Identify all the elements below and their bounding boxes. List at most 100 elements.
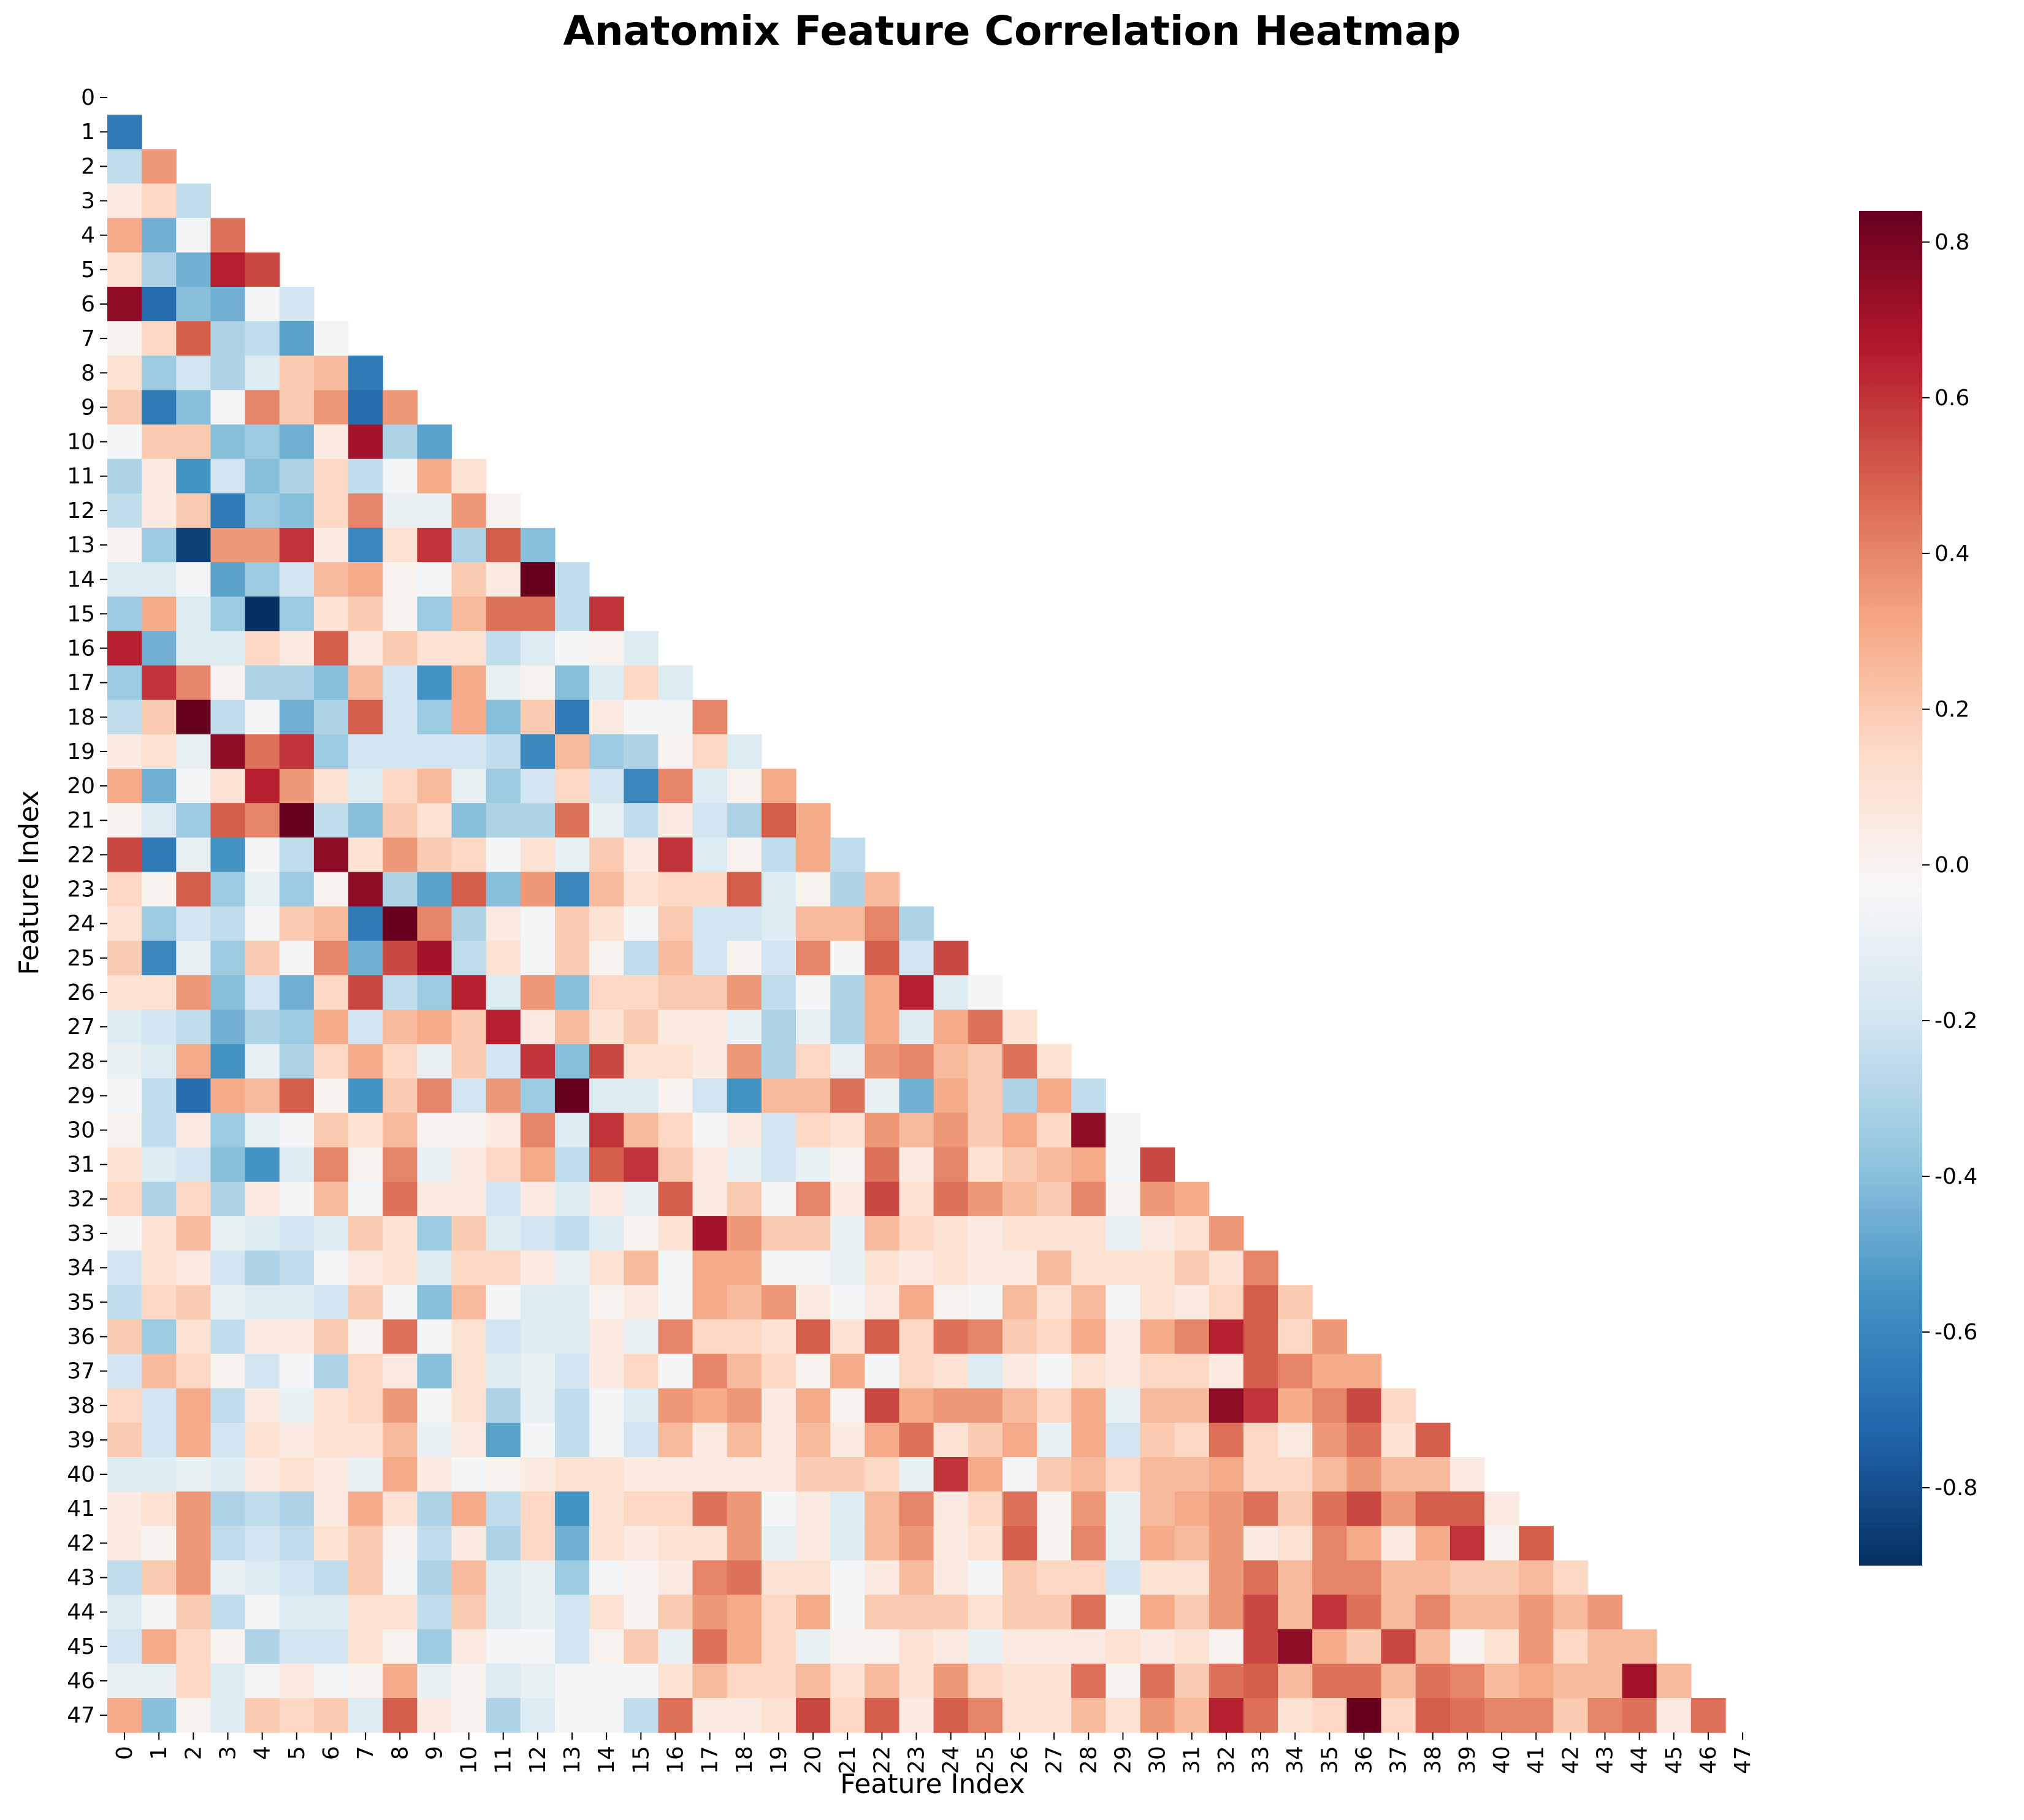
heatmap-cell bbox=[865, 906, 900, 942]
heatmap-cell bbox=[1071, 1354, 1106, 1389]
heatmap-cell bbox=[279, 699, 315, 735]
heatmap-cell bbox=[1037, 1526, 1072, 1561]
heatmap-cell bbox=[899, 1629, 934, 1664]
heatmap-cell bbox=[658, 1078, 693, 1114]
heatmap-cell bbox=[486, 1560, 521, 1596]
heatmap-cell bbox=[761, 1422, 796, 1458]
heatmap-cell bbox=[1037, 1078, 1072, 1114]
heatmap-cell bbox=[245, 1285, 280, 1320]
heatmap-cell bbox=[933, 1216, 969, 1251]
heatmap-cell bbox=[1209, 1526, 1244, 1561]
heatmap-cell bbox=[624, 975, 659, 1010]
heatmap-cell bbox=[107, 149, 142, 185]
heatmap-cell bbox=[1037, 1698, 1072, 1733]
heatmap-cell bbox=[1140, 1594, 1175, 1630]
heatmap-cell bbox=[245, 493, 280, 528]
heatmap-cell bbox=[1140, 1319, 1175, 1355]
heatmap-cell bbox=[142, 1526, 177, 1561]
heatmap-cell bbox=[624, 872, 659, 907]
heatmap-cell bbox=[1037, 1216, 1072, 1251]
heatmap-cell bbox=[279, 424, 315, 460]
y-tick-label: 0 bbox=[81, 85, 95, 110]
heatmap-cell bbox=[624, 1457, 659, 1492]
heatmap-cell bbox=[899, 1044, 934, 1079]
heatmap-cell bbox=[624, 906, 659, 942]
heatmap-cell bbox=[383, 1251, 418, 1285]
heatmap-cell bbox=[727, 1594, 762, 1630]
heatmap-cell bbox=[727, 1078, 762, 1114]
heatmap-cell bbox=[589, 1388, 624, 1423]
heatmap-cell bbox=[486, 1113, 521, 1148]
x-tick-label: 35 bbox=[1317, 1746, 1342, 1774]
y-tick-label: 40 bbox=[67, 1462, 95, 1487]
heatmap-cell bbox=[142, 527, 177, 563]
heatmap-cell bbox=[142, 183, 177, 219]
heatmap-cell bbox=[1174, 1560, 1210, 1596]
heatmap-cell bbox=[1106, 1560, 1141, 1596]
heatmap-cell bbox=[1209, 1629, 1244, 1664]
y-tick-label: 22 bbox=[67, 842, 95, 867]
heatmap-cell bbox=[142, 1181, 177, 1217]
heatmap-cell bbox=[1209, 1319, 1244, 1355]
heatmap-cell bbox=[1002, 1354, 1037, 1389]
heatmap-cell bbox=[348, 459, 383, 494]
heatmap-cell bbox=[589, 1422, 624, 1458]
heatmap-cell bbox=[830, 1457, 865, 1492]
heatmap-cell bbox=[210, 803, 246, 838]
heatmap-cell bbox=[142, 459, 177, 494]
heatmap-cell bbox=[279, 975, 315, 1010]
heatmap-cell bbox=[933, 1078, 969, 1114]
heatmap-cell bbox=[1002, 1319, 1037, 1355]
heatmap-cell bbox=[761, 1663, 796, 1699]
heatmap-cell bbox=[865, 1181, 900, 1217]
heatmap-cell bbox=[417, 1147, 453, 1182]
y-tick-label: 16 bbox=[67, 636, 95, 661]
heatmap-cell bbox=[692, 1491, 728, 1526]
heatmap-cell bbox=[417, 699, 453, 735]
heatmap-cell bbox=[520, 1354, 556, 1389]
heatmap-cell bbox=[692, 699, 728, 735]
heatmap-cell bbox=[417, 975, 453, 1010]
heatmap-cell bbox=[348, 1663, 383, 1699]
heatmap-cell bbox=[210, 837, 246, 873]
heatmap-cell bbox=[348, 1698, 383, 1733]
heatmap-cell bbox=[142, 699, 177, 735]
colorbar-tick-label: -0.4 bbox=[1934, 1164, 1977, 1189]
heatmap-cell bbox=[1002, 1457, 1037, 1492]
heatmap-cell bbox=[658, 1526, 693, 1561]
heatmap-cell bbox=[348, 1113, 383, 1148]
heatmap-cell bbox=[417, 1388, 453, 1423]
heatmap-cell bbox=[761, 975, 796, 1010]
heatmap-cell bbox=[589, 1010, 624, 1045]
heatmap-cell bbox=[107, 115, 142, 150]
heatmap-cell bbox=[107, 1354, 142, 1389]
x-tick-label: 8 bbox=[388, 1746, 413, 1760]
heatmap-cell bbox=[589, 1491, 624, 1526]
heatmap-cell bbox=[383, 1388, 418, 1423]
heatmap-cell bbox=[486, 1354, 521, 1389]
heatmap-cell bbox=[383, 493, 418, 528]
heatmap-cell bbox=[658, 769, 693, 804]
heatmap-cell bbox=[865, 1010, 900, 1045]
heatmap-cell bbox=[383, 562, 418, 597]
heatmap-cell bbox=[1519, 1526, 1554, 1561]
heatmap-cell bbox=[107, 527, 142, 563]
heatmap-cell bbox=[210, 872, 246, 907]
heatmap-cell bbox=[727, 1698, 762, 1733]
heatmap-cell bbox=[589, 596, 624, 631]
heatmap-cell bbox=[313, 940, 349, 976]
y-tick-label: 8 bbox=[81, 360, 95, 386]
heatmap-cell bbox=[383, 1663, 418, 1699]
heatmap-cell bbox=[383, 906, 418, 942]
heatmap-cell bbox=[451, 1629, 487, 1664]
heatmap-cell bbox=[142, 769, 177, 804]
heatmap-cell bbox=[383, 1181, 418, 1217]
heatmap-cell bbox=[210, 1629, 246, 1664]
heatmap-cell bbox=[1071, 1663, 1106, 1699]
heatmap-cell bbox=[554, 1010, 590, 1045]
heatmap-cell bbox=[417, 459, 453, 494]
heatmap-cell bbox=[417, 1319, 453, 1355]
heatmap-cell bbox=[313, 906, 349, 942]
heatmap-cell bbox=[1278, 1594, 1313, 1630]
heatmap-cell bbox=[417, 1010, 453, 1045]
